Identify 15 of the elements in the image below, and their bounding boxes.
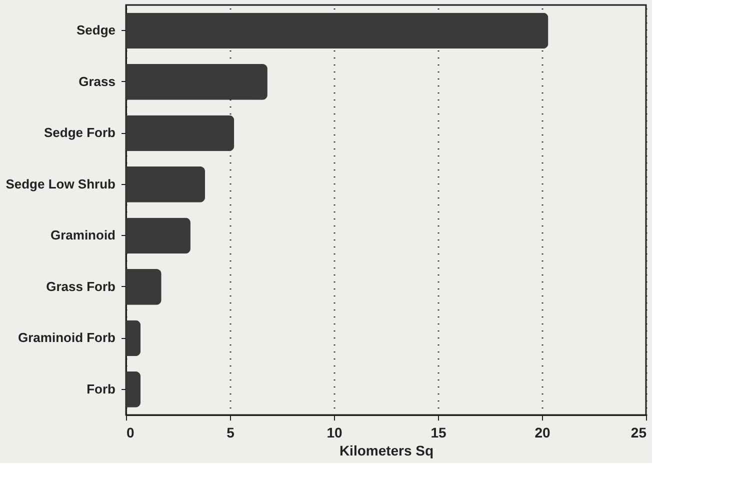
x-tick-label: 20 [534, 424, 550, 440]
y-tick-label: Sedge Low Shrub [6, 176, 116, 192]
x-tick-label: 0 [126, 424, 134, 440]
y-tick-label: Grass Forb [46, 278, 116, 294]
x-tick-label: 10 [326, 424, 342, 440]
y-tick-label: Forb [86, 381, 116, 396]
y-tick-label: Grass [78, 74, 116, 89]
y-tick-label: Sedge [76, 22, 116, 38]
x-axis-title: Kilometers Sq [339, 442, 434, 458]
x-tick-label: 5 [226, 424, 235, 440]
x-tick-label: 15 [430, 424, 446, 440]
x-tick-label: 25 [630, 424, 647, 440]
y-tick-label: Graminoid [50, 228, 116, 243]
y-tick-label: Graminoid Forb [18, 330, 116, 346]
y-tick-label: Sedge Forb [44, 125, 116, 140]
